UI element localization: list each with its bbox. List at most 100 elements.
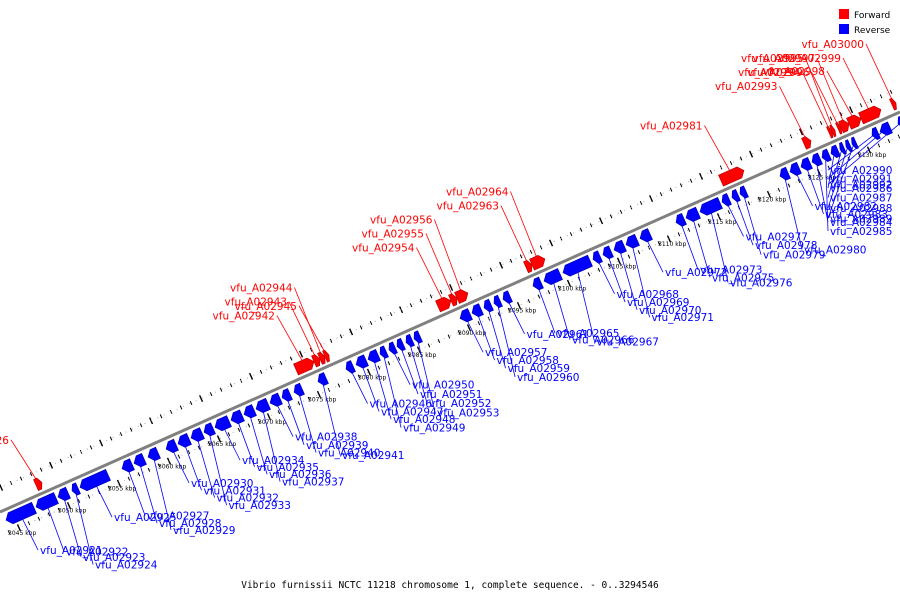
gene-arrow-vfu_A02956[interactable] xyxy=(454,289,469,304)
gene-arrow-vfu_A02937[interactable] xyxy=(255,397,271,413)
gene-arrow-vfu_A02960[interactable] xyxy=(493,294,503,308)
gene-label-vfu_A02999[interactable]: vfu_A02999 xyxy=(779,53,841,65)
gene-label-vfu_A02957[interactable]: vfu_A02957 xyxy=(485,347,547,359)
gene-arrow-vfu_A02954[interactable] xyxy=(435,296,452,313)
gene-label-vfu_A02950[interactable]: vfu_A02950 xyxy=(412,380,474,392)
gene-arrow-vfu_A02924[interactable] xyxy=(71,482,81,496)
gene-label-vfu_A02940[interactable]: vfu_A02940 xyxy=(318,447,380,459)
gene-arrow-vfu_A03000[interactable] xyxy=(889,97,897,111)
gene-arrow-vfu_A02994[interactable] xyxy=(826,126,834,139)
gene-arrow-vfu_A02965[interactable] xyxy=(532,276,544,291)
gene-arrow-vfu_A02938[interactable] xyxy=(269,392,283,407)
gene-arrow-vfu_A02981[interactable] xyxy=(718,166,745,187)
gene-arrow-vfu_A02930[interactable] xyxy=(165,438,179,453)
gene-label-vfu_A02954[interactable]: vfu_A02954 xyxy=(352,243,415,255)
gene-label-vfu_A02945[interactable]: vfu_A02945 xyxy=(235,301,297,313)
gene-arrow-vfu_A02923[interactable] xyxy=(57,486,71,501)
gene-label-vfu_A02984[interactable]: vfu_A02984 xyxy=(830,217,893,229)
gene-arrow-vfu_A02934[interactable] xyxy=(214,415,232,432)
gene-label-vfu_A02993[interactable]: vfu_A02993 xyxy=(715,81,777,93)
gene-arrow-vfu_A02982[interactable] xyxy=(789,161,802,176)
gene-arrow-vfu_A02957[interactable] xyxy=(459,308,473,323)
gene-arrow-vfu_A02944[interactable] xyxy=(317,351,326,365)
gene-label-vfu_A02931[interactable]: vfu_A02931 xyxy=(204,485,266,497)
gene-label-vfu_A03000[interactable]: vfu_A03000 xyxy=(802,39,864,51)
gene-arrow-vfu_A02927[interactable] xyxy=(121,458,135,473)
gene-label-vfu_A02942[interactable]: vfu_A02942 xyxy=(213,311,275,323)
gene-arrow-vfu_A02945[interactable] xyxy=(322,349,330,363)
gene-label-vfu_A02922[interactable]: vfu_A02922 xyxy=(66,546,128,558)
gene-label-vfu_A02929[interactable]: vfu_A02929 xyxy=(173,525,235,537)
gene-arrow-vfu_A02976[interactable] xyxy=(699,197,723,216)
gene-label-vfu_A02941[interactable]: vfu_A02941 xyxy=(342,450,404,462)
gene-label-vfu_A02981[interactable]: vfu_A02981 xyxy=(640,121,702,133)
gene-arrow-vfu_A02955[interactable] xyxy=(448,293,458,307)
gene-label-vfu_A02944[interactable]: vfu_A02944 xyxy=(230,283,293,295)
gene-label-vfu_A02972[interactable]: vfu_A02972 xyxy=(665,267,727,279)
gene-label-vfu_A02988[interactable]: vfu_A02988 xyxy=(830,203,892,215)
gene-label-vfu_A02986[interactable]: vfu_A02986 xyxy=(830,183,893,195)
gene-label-vfu_A02937[interactable]: vfu_A02937 xyxy=(282,476,344,488)
gene-label-vfu_A02948[interactable]: vfu_A02948 xyxy=(393,414,455,426)
gene-label-vfu_A02933[interactable]: vfu_A02933 xyxy=(229,500,291,512)
gene-label-vfu_A02987[interactable]: vfu_A02987 xyxy=(830,193,892,205)
gene-label-vfu_A02964[interactable]: vfu_A02964 xyxy=(446,187,509,199)
gene-label-vfu_A02985[interactable]: vfu_A02985 xyxy=(830,226,892,238)
gene-arrow-vfu_A02983[interactable] xyxy=(800,157,813,171)
gene-label-vfu_A02977[interactable]: vfu_A02977 xyxy=(746,231,808,243)
gene-label-vfu_A02935[interactable]: vfu_A02935 xyxy=(257,462,319,474)
gene-label-vfu_A02943[interactable]: vfu_A02943 xyxy=(225,297,287,309)
gene-label-vfu_A02975[interactable]: vfu_A02975 xyxy=(712,272,774,284)
gene-label-vfu_A02951[interactable]: vfu_A02951 xyxy=(420,389,482,401)
gene-arrow-vfu_A02995[interactable] xyxy=(829,124,837,138)
gene-arrow-vfu_A02961[interactable] xyxy=(502,290,513,304)
gene-label-vfu_A02923[interactable]: vfu_A02923 xyxy=(83,552,145,564)
gene-arrow-vfu_A02952[interactable] xyxy=(405,333,415,348)
gene-label-vfu_A02978[interactable]: vfu_A02978 xyxy=(755,240,817,252)
gene-arrow-vfu_A02921[interactable] xyxy=(5,501,37,525)
gene-arrow-vfu_A02925[interactable] xyxy=(79,469,111,492)
gene-arrow-vfu_A02958[interactable] xyxy=(471,303,484,318)
gene-arrow-vfu_A02951[interactable] xyxy=(396,337,406,352)
gene-arrow-vfu_A02987[interactable] xyxy=(839,141,847,155)
gene-arrow-vfu_A02999[interactable] xyxy=(858,105,882,125)
gene-arrow-vfu_A02979[interactable] xyxy=(739,185,749,199)
gene-arrow-vfu_A02985[interactable] xyxy=(821,148,832,163)
gene-arrow-vfu_A02964[interactable] xyxy=(529,255,546,271)
gene-arrow-vfu_A02977[interactable] xyxy=(721,193,732,207)
gene-arrow-vfu_A02975[interactable] xyxy=(685,206,701,222)
gene-arrow-vfu_A02939[interactable] xyxy=(281,388,293,402)
gene-label-vfu_A02969[interactable]: vfu_A02969 xyxy=(627,297,689,309)
gene-label-vfu_A02983[interactable]: vfu_A02983 xyxy=(826,209,888,221)
gene-arrow-vfu_A02980[interactable] xyxy=(779,166,791,181)
gene-label-vfu_A02938[interactable]: vfu_A02938 xyxy=(295,432,357,444)
gene-label-vfu_A02997[interactable]: vfu_A02997 xyxy=(753,53,815,65)
gene-arrow-vfu_A02936[interactable] xyxy=(243,404,257,419)
gene-arrow-vfu_A02931[interactable] xyxy=(177,433,192,448)
gene-arrow-vfu_A02990[interactable] xyxy=(871,126,881,140)
gene-label-vfu_A02953[interactable]: vfu_A02953 xyxy=(437,408,499,420)
gene-label-vfu_A02976[interactable]: vfu_A02976 xyxy=(730,277,793,289)
gene-label-vfu_A02998[interactable]: vfu_A02998 xyxy=(763,66,825,78)
gene-arrow-vfu_A02993[interactable] xyxy=(801,136,812,150)
gene-arrow-vfu_A02972[interactable] xyxy=(639,228,653,243)
gene-label-vfu_A02925[interactable]: vfu_A02925 xyxy=(114,512,176,524)
gene-arrow-vfu_A02940[interactable] xyxy=(293,382,305,397)
gene-arrow-vfu_A02933[interactable] xyxy=(203,422,216,437)
gene-label-vfu_A02927[interactable]: vfu_A02927 xyxy=(147,510,209,522)
gene-label-vfu_A02980[interactable]: vfu_A02980 xyxy=(804,244,866,256)
gene-label-vfu_A02952[interactable]: vfu_A02952 xyxy=(429,398,491,410)
gene-label-vfu_A02949[interactable]: vfu_A02949 xyxy=(403,423,465,435)
gene-label-vfu_A02959[interactable]: vfu_A02959 xyxy=(508,363,570,375)
gene-arrow-vfu_A02963[interactable] xyxy=(523,260,533,274)
gene-label-vfu_A02973[interactable]: vfu_A02973 xyxy=(700,265,762,277)
gene-arrow-vfu_A02949[interactable] xyxy=(379,345,389,359)
gene-arrow-vfu_A02929[interactable] xyxy=(147,446,161,461)
gene-arrow-vfu_A02947[interactable] xyxy=(355,354,369,369)
gene-label-vfu_A02971[interactable]: vfu_A02971 xyxy=(652,312,714,324)
gene-label-vfu_A02928[interactable]: vfu_A02928 xyxy=(159,518,221,530)
gene-label-vfu_A02934[interactable]: vfu_A02934 xyxy=(242,455,305,467)
gene-label-vfu_A02930[interactable]: vfu_A02930 xyxy=(191,478,253,490)
gene-label-vfu_A02939[interactable]: vfu_A02939 xyxy=(306,440,368,452)
gene-arrow-vfu_A02968[interactable] xyxy=(592,250,603,264)
